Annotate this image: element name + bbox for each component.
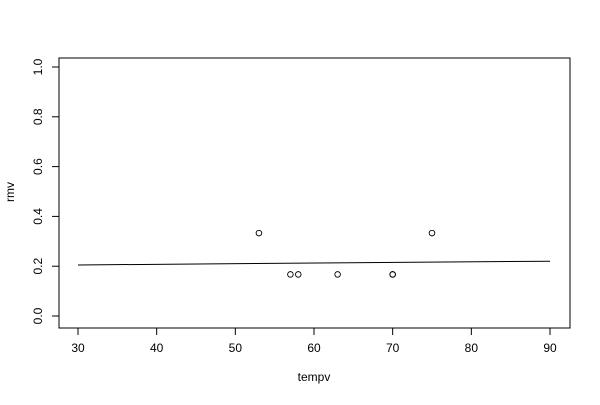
data-point (428, 229, 436, 237)
y-axis-label: rmv (3, 182, 17, 202)
y-tick-label: 1.0 (31, 58, 45, 75)
data-point (255, 229, 263, 237)
y-tick-label: 0.6 (31, 158, 45, 175)
plot-box (58, 57, 571, 329)
x-axis-label: tempv (298, 370, 331, 384)
data-point (287, 271, 294, 278)
data-point (295, 271, 302, 278)
data-point (389, 271, 396, 278)
y-tick-label: 0.0 (31, 307, 45, 324)
x-tick-label: 90 (543, 341, 557, 355)
x-tick-label: 60 (307, 341, 321, 355)
y-tick-label: 0.8 (31, 108, 45, 125)
x-tick-label: 30 (71, 341, 85, 355)
y-tick-label: 0.2 (31, 258, 45, 275)
x-tick-label: 40 (150, 341, 164, 355)
x-tick-label: 50 (229, 341, 243, 355)
x-tick-label: 70 (386, 341, 400, 355)
x-tick-label: 80 (465, 341, 479, 355)
data-point (334, 271, 341, 278)
fit-line (77, 260, 551, 266)
y-tick-label: 0.4 (31, 208, 45, 225)
